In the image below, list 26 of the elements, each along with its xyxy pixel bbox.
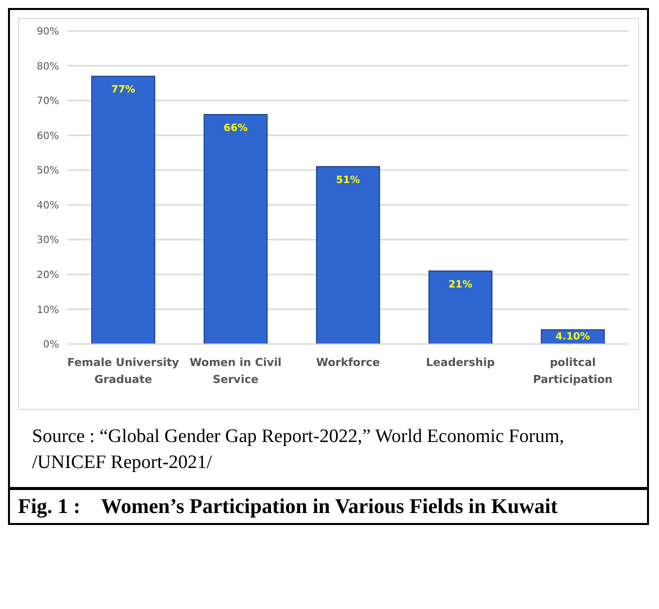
data-label: 51% xyxy=(336,175,360,186)
y-tick-label: 50% xyxy=(36,166,59,177)
y-tick-label: 60% xyxy=(36,130,59,142)
data-label: 21% xyxy=(448,279,472,290)
y-tick-label: 10% xyxy=(36,304,59,316)
bar xyxy=(428,270,492,344)
y-tick-label: 0% xyxy=(43,340,59,351)
x-tick-label: Women in Civil Service xyxy=(190,356,282,386)
x-tick-label: Workforce xyxy=(316,356,380,369)
x-tick-label: politcal Participation xyxy=(532,356,613,386)
text: Fig. 1 : Women’s Participation in Various Fields in Kuwait xyxy=(10,487,647,524)
data-label: 66% xyxy=(224,122,248,134)
bar xyxy=(204,114,268,344)
x-tick-label: Female University Graduate xyxy=(67,356,180,386)
y-tick-label: 30% xyxy=(36,235,59,246)
y-tick-label: 80% xyxy=(36,61,59,72)
data-label: 4.10% xyxy=(555,331,590,342)
y-tick-label: 70% xyxy=(36,96,59,108)
y-tick-label: 90% xyxy=(36,26,59,38)
bar xyxy=(91,76,156,344)
data-label: 77% xyxy=(111,84,136,96)
source-note: Source : “Global Gender Gap Report-2022,” World Economic Forum, /UNICEF Report-2021/ xyxy=(31,425,566,475)
bar xyxy=(316,166,380,344)
y-tick-label: 40% xyxy=(36,200,59,212)
y-tick-label: 20% xyxy=(36,270,59,281)
x-tick-label: Leadership xyxy=(426,356,495,369)
